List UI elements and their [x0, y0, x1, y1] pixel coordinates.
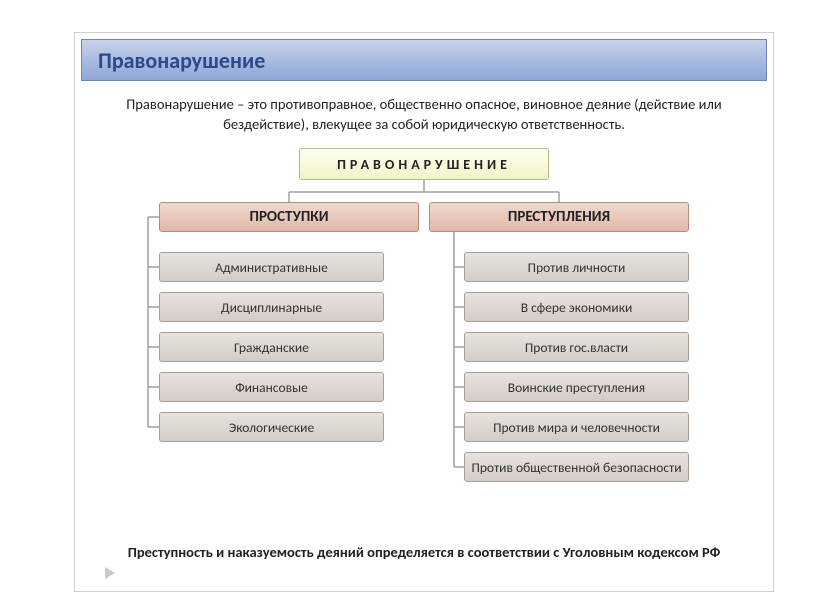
leaf-label: Против гос.власти [525, 339, 628, 356]
leaf-label: Против личности [528, 259, 626, 276]
leaf-left-0: Административные [159, 252, 384, 282]
chart-branch-left: ПРОСТУПКИ [159, 202, 419, 232]
leaf-left-4: Экологические [159, 412, 384, 442]
title-bar: Правонарушение [81, 39, 767, 81]
slide: Правонарушение Правонарушение – это прот… [74, 32, 774, 592]
leaf-right-1: В сфере экономики [464, 292, 689, 322]
chart-branch-right-label: ПРЕСТУПЛЕНИЯ [508, 208, 610, 226]
org-chart: ПРАВОНАРУШЕНИЕ ПРОСТУПКИ ПРЕСТУПЛЕНИЯ Ад… [104, 148, 744, 508]
leaf-left-1: Дисциплинарные [159, 292, 384, 322]
definition-text: Правонарушение – это противоправное, общ… [91, 95, 757, 134]
leaf-right-3: Воинские преступления [464, 372, 689, 402]
leaf-label: Административные [215, 259, 328, 276]
leaf-right-5: Против общественной безопасности [464, 452, 689, 482]
chart-branch-left-label: ПРОСТУПКИ [250, 208, 329, 226]
leaf-label: Финансовые [235, 379, 308, 396]
leaf-label: Против мира и человечности [493, 419, 660, 436]
leaf-label: Экологические [229, 419, 314, 436]
leaf-left-3: Финансовые [159, 372, 384, 402]
leaf-label: Воинские преступления [508, 379, 645, 396]
leaf-right-0: Против личности [464, 252, 689, 282]
leaf-label: Гражданские [234, 339, 309, 356]
leaf-right-4: Против мира и человечности [464, 412, 689, 442]
leaf-label: Дисциплинарные [221, 299, 322, 316]
chart-root-label: ПРАВОНАРУШЕНИЕ [337, 156, 511, 173]
slide-marker-icon [105, 567, 115, 579]
leaf-right-2: Против гос.власти [464, 332, 689, 362]
chart-root: ПРАВОНАРУШЕНИЕ [299, 148, 549, 180]
leaf-label: В сфере экономики [521, 299, 633, 316]
page-title: Правонарушение [98, 47, 265, 74]
chart-branch-right: ПРЕСТУПЛЕНИЯ [429, 202, 689, 232]
footer-note: Преступность и наказуемость деяний опред… [91, 543, 757, 563]
leaf-label: Против общественной безопасности [471, 459, 681, 476]
leaf-left-2: Гражданские [159, 332, 384, 362]
